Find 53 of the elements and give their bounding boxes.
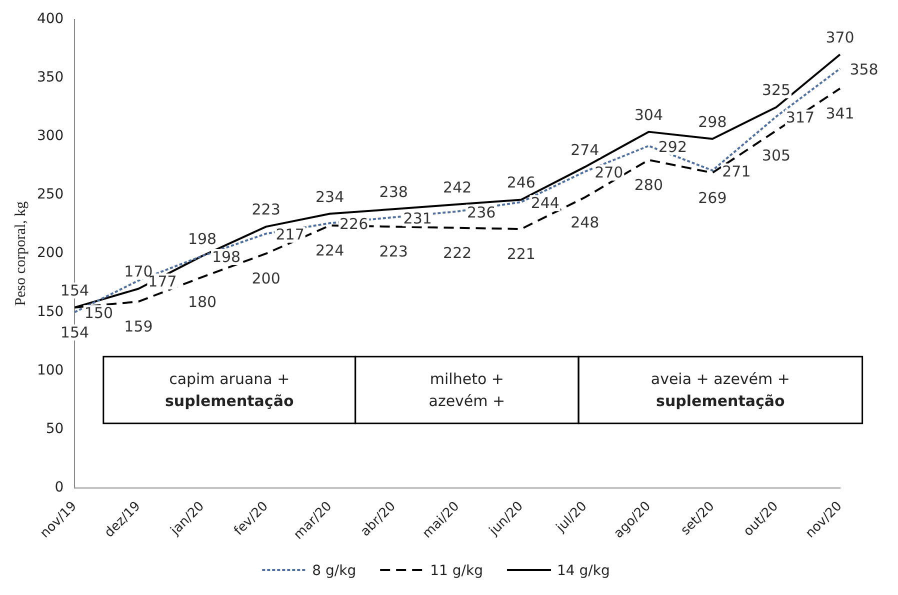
y-tick-label: 50 — [46, 420, 64, 437]
data-label: 242 — [443, 178, 472, 196]
y-tick-label: 200 — [36, 245, 64, 262]
data-label: 370 — [826, 28, 854, 47]
data-label: 223 — [379, 242, 408, 261]
y-tick-label: 150 — [36, 304, 64, 320]
data-label: 150 — [84, 304, 114, 322]
data-label: 269 — [698, 188, 727, 207]
y-tick-label: 400 — [36, 11, 64, 28]
annotation: milheto + azevém + — [428, 370, 506, 410]
data-label: 231 — [403, 209, 432, 228]
data-label: 221 — [506, 245, 536, 264]
annotation: aveia + azevém + suplementação — [650, 370, 790, 410]
data-label: 304 — [634, 106, 663, 124]
data-label: 280 — [634, 176, 663, 194]
data-label: 200 — [252, 270, 280, 288]
data-label: 236 — [467, 203, 496, 222]
data-label: 317 — [786, 108, 815, 127]
data-label: 270 — [594, 164, 624, 182]
data-label: 198 — [212, 248, 241, 266]
data-label: 198 — [188, 230, 217, 248]
data-label: 226 — [339, 215, 368, 234]
legend-label: 14 g/kg — [556, 563, 610, 579]
legend-label: 11 g/kg — [430, 563, 483, 579]
y-axis-title: Peso corporal, kg — [12, 200, 29, 306]
data-label: 292 — [658, 138, 687, 156]
y-tick-label: 100 — [36, 362, 64, 378]
legend-label: 8 g/kg — [312, 563, 356, 579]
data-label: 298 — [698, 112, 727, 131]
data-label: 246 — [506, 174, 536, 192]
data-label: 248 — [570, 213, 600, 232]
data-label: 222 — [443, 244, 472, 262]
data-label: 325 — [762, 81, 791, 100]
data-label: 159 — [124, 318, 153, 336]
data-label: 358 — [850, 60, 878, 79]
data-label: 154 — [60, 281, 90, 300]
y-tick-label: 350 — [36, 70, 64, 86]
y-tick-label: 0 — [54, 479, 64, 496]
data-label: 217 — [276, 226, 304, 244]
data-label: 154 — [60, 323, 90, 342]
data-label: 244 — [530, 194, 560, 212]
data-label: 274 — [570, 140, 600, 159]
data-label: 234 — [315, 188, 344, 206]
data-label: 223 — [252, 200, 280, 219]
data-label: 224 — [315, 242, 344, 260]
y-tick-label: 250 — [36, 186, 64, 203]
y-tick-label: 300 — [36, 128, 64, 144]
data-label: 341 — [826, 104, 854, 122]
data-label: 238 — [379, 183, 408, 202]
data-label: 180 — [188, 293, 217, 312]
data-label: 305 — [762, 146, 791, 165]
data-label: 271 — [722, 162, 751, 180]
annotation: capim aruana + suplementação — [164, 370, 294, 410]
